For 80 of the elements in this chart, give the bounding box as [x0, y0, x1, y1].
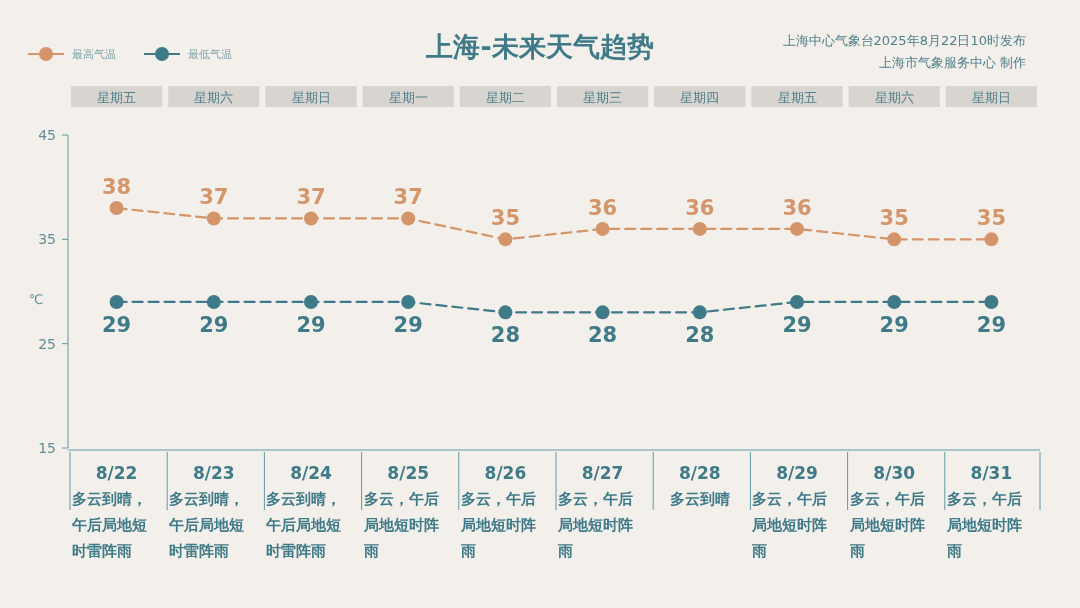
text: 星期一	[388, 90, 428, 105]
data-label: 35	[976, 206, 1007, 231]
point	[498, 232, 513, 247]
data-label: 28	[587, 323, 618, 348]
point	[692, 305, 707, 320]
text: 星期五	[777, 90, 817, 105]
point	[692, 221, 707, 236]
legend-label: 最高气温	[72, 48, 116, 61]
x-tick-label: 8/26	[484, 463, 527, 483]
data-label: 29	[199, 312, 229, 337]
data-label: 29	[101, 312, 132, 337]
legend-label: 最低气温	[188, 48, 232, 61]
point	[206, 211, 221, 226]
text: 上海市气象服务中心 制作	[878, 55, 1026, 70]
chart-title: 上海-未来天气趋势	[425, 31, 654, 62]
text: 多云到晴，午后局地短时雷阵雨	[265, 490, 342, 560]
point	[304, 294, 318, 309]
text: 多云，午后局地短时阵雨	[557, 490, 633, 560]
data-label: 36	[587, 195, 618, 220]
y-tick-label: 35	[38, 231, 56, 248]
point	[401, 294, 416, 309]
x-tick-label: 8/25	[387, 463, 430, 483]
point	[984, 232, 999, 247]
x-tick-label: 8/23	[192, 463, 235, 483]
text: 多云，午后局地短时阵雨	[848, 490, 925, 560]
y-tick-label: 45	[38, 127, 56, 143]
point	[595, 221, 610, 236]
data-label: 29	[296, 312, 326, 337]
y-axis-title: ℃	[28, 292, 44, 308]
text: 上海中心气象台2025年8月22日10时发布	[782, 33, 1026, 48]
data-label: 29	[393, 312, 423, 337]
x-tick-label: 8/24	[290, 463, 333, 483]
text: 星期三	[583, 90, 623, 105]
text: 星期日	[291, 90, 331, 105]
data-label: 29	[976, 312, 1007, 337]
data-label: 36	[782, 195, 812, 220]
text: 多云到晴，午后局地短时雷阵雨	[71, 490, 147, 560]
text: 多云到晴	[669, 490, 730, 508]
x-tick-label: 8/31	[970, 463, 1013, 483]
data-label: 35	[490, 206, 521, 231]
text: 星期六	[874, 90, 914, 105]
x-tick-label: 8/22	[95, 463, 138, 483]
x-tick-label: 8/27	[581, 463, 624, 483]
data-label: 28	[685, 323, 715, 348]
point	[984, 294, 999, 309]
text: 多云，午后局地短时阵雨	[362, 490, 439, 560]
point	[401, 211, 416, 226]
data-label: 38	[101, 175, 132, 200]
text: 星期四	[680, 90, 720, 105]
data-label: 37	[393, 185, 423, 210]
point	[887, 232, 902, 247]
x-tick-label: 8/28	[678, 463, 721, 483]
y-tick-label: 15	[38, 440, 56, 456]
point	[790, 221, 804, 236]
point	[595, 305, 610, 320]
data-label: 37	[296, 185, 326, 210]
text: 多云到晴，午后局地短时雷阵雨	[168, 490, 245, 560]
text: 星期二	[485, 90, 525, 105]
text: 星期日	[971, 90, 1011, 105]
data-label: 29	[879, 312, 909, 337]
text: 多云，午后局地短时阵雨	[945, 490, 1022, 560]
data-label: 28	[490, 323, 521, 348]
point	[887, 294, 902, 309]
data-label: 36	[685, 195, 715, 220]
data-label: 35	[879, 206, 909, 231]
text: 星期六	[194, 90, 234, 105]
point	[206, 294, 221, 309]
x-tick-label: 8/30	[873, 463, 916, 483]
point	[109, 201, 124, 216]
point	[498, 305, 513, 320]
x-tick-label: 8/29	[776, 463, 818, 483]
text: 星期五	[97, 90, 137, 105]
text: 多云，午后局地短时阵雨	[459, 490, 536, 560]
text: 多云，午后局地短时阵雨	[751, 490, 828, 560]
y-tick-label: 25	[38, 335, 56, 352]
point	[790, 294, 804, 309]
data-label: 37	[199, 185, 229, 210]
data-label: 29	[782, 312, 812, 337]
point	[304, 211, 318, 226]
point	[109, 294, 124, 309]
